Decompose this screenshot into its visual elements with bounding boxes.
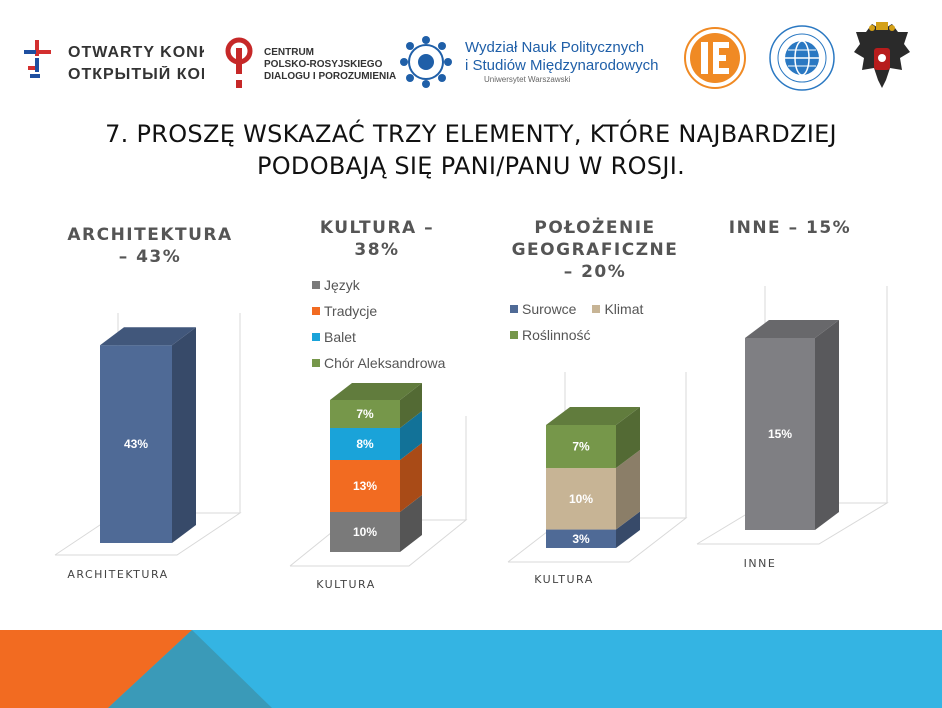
footer-orange-band [0,630,192,708]
otwarty-konkurs-line2: ОТКРЫТЫЙ КОНКУРС [68,66,204,83]
legend-item: Tradycje [312,298,445,324]
bar-segment-side [172,327,196,543]
globe-logo-icon [769,25,835,91]
slide-title: 7. PROSZĘ WSKAZAĆ TRZY ELEMENTY, KTÓRE N… [0,118,942,182]
category-tick-label: INNE [744,557,777,570]
bar-data-label: 10% [569,492,593,506]
double-eagle-crest-icon [854,22,910,88]
panel-title-line: – 43% [118,247,182,267]
ie-logo-icon [684,27,746,89]
legend-label: Tradycje [324,303,378,319]
wydzial-logo-icon [400,36,452,88]
bar-segment-front [546,529,616,548]
legend-row: Roślinność [510,322,643,348]
bar-segment-side [400,411,422,460]
legend-label: Chór Aleksandrowa [324,355,446,371]
legend-label: Balet [324,329,356,345]
panel-title-line: POŁOŻENIE [534,218,656,238]
panel-title-line: GEOGRAFICZNE [511,240,679,260]
legend-swatch [312,307,320,315]
footer-band [0,630,942,708]
wydzial-line3: Uniwersytet Warszawski [484,75,571,84]
panel-title-line: KULTURA – [319,218,435,238]
legend-swatch [510,305,518,313]
legend-item: Balet [312,324,445,350]
legend-label: Roślinność [522,327,591,343]
chart-floor [54,512,242,556]
wydzial-line1: Wydział Nauk Politycznych [465,39,645,56]
slide-title-line1: 7. PROSZĘ WSKAZAĆ TRZY ELEMENTY, KTÓRE N… [105,120,837,148]
bar-segment-front [330,428,400,460]
legend-label: Surowce [522,301,577,317]
panel-title-kultura: KULTURA – 38% [270,217,484,261]
panel-title-inne: INNE – 15% [710,217,870,239]
panel-title-line: 38% [354,240,400,260]
panel-title-line: ARCHITEKTURA [67,225,233,245]
legend-label: Język [324,277,360,293]
bar-segment-side [400,495,422,552]
bar-segment-top [546,407,640,425]
bar-data-label: 7% [572,440,590,454]
bar-data-label: 7% [356,407,374,421]
legend-swatch [312,333,320,341]
bar-data-label: 15% [768,427,792,441]
legend-swatch [312,359,320,367]
charts-canvas: 43% ARCHITEKTURA 10% 13% 8% 7% KULTURA 3% 10% 7% K… [54,286,889,591]
category-tick-label: KULTURA [534,573,594,586]
centrum-logo-icon [225,37,253,88]
bar-data-label: 3% [572,532,590,546]
legend-polozenie: Surowce Klimat Roślinność [510,296,643,348]
panel-title-architektura: ARCHITEKTURA – 43% [40,224,260,268]
legend-swatch [312,281,320,289]
bar-segment-side [400,443,422,512]
centrum-line2: POLSKO-ROSYJSKIEGO [264,59,383,70]
footer-teal-band [108,630,272,708]
bar-segment-front [745,338,815,530]
legend-row: Surowce Klimat [510,296,643,322]
bar-segment-front [100,345,172,543]
logo-strip: OTWARTY KONKURS ОТКРЫТЫЙ КОНКУРС CENTRUM… [0,0,942,110]
centrum-line1: CENTRUM [264,47,314,58]
category-tick-label: ARCHITEKTURA [67,568,168,581]
bar-segment-top [100,327,196,346]
bar-segment-side [400,383,422,428]
legend-swatch [510,331,518,339]
bar-segment-side [616,511,640,548]
legend-item: Język [312,272,445,298]
panel-title-line: INNE – 15% [728,218,852,238]
bar-segment-front [546,468,616,530]
bar-data-label: 8% [356,437,374,451]
bar-data-label: 13% [353,479,377,493]
legend-swatch [592,305,601,313]
otwarty-konkurs-line1: OTWARTY KONKURS [68,44,204,61]
legend-kultura: Język Tradycje Balet Chór Aleksandrowa [312,272,445,376]
panel-title-polozenie: POŁOŻENIE GEOGRAFICZNE – 20% [486,217,704,283]
otwarty-konkurs-logo-icon [24,40,51,78]
slide-title-line2: PODOBAJĄ SIĘ PANI/PANU W ROSJI. [256,152,686,180]
legend-label: Klimat [604,301,644,317]
centrum-line3: DIALOGU I POROZUMIENIA [264,71,397,82]
bar-segment-front [546,425,616,469]
bar-segment-top [330,383,422,400]
bar-segment-front [330,512,400,552]
bar-segment-front [330,400,400,428]
bar-segment-top [745,320,839,338]
legend-item: Chór Aleksandrowa [312,350,445,376]
chart-floor [289,519,468,567]
bar-data-label: 10% [353,525,377,539]
bar-segment-side [616,450,640,530]
wydzial-line2: i Studiów Międzynarodowych [465,57,659,74]
bar-segment-side [815,320,839,530]
panel-title-line: – 20% [563,262,627,282]
bar-segment-front [330,460,400,512]
chart-floor [696,502,889,545]
category-tick-label: KULTURA [316,578,376,591]
bar-data-label: 43% [124,437,148,451]
bar-segment-side [616,407,640,469]
